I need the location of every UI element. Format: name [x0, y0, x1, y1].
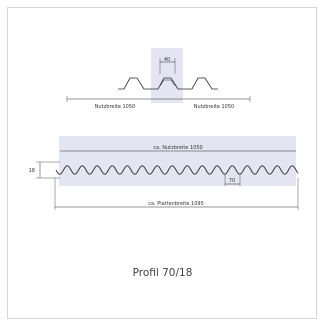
left-useful-width-label: Nutzbreite 1050	[95, 104, 135, 110]
corrugation-profile	[118, 77, 218, 90]
sheet-width-1095-label: ca. Plattenbreite 1095	[148, 201, 204, 207]
useful-width-1050-label: ca. Nutzbreite 1050	[153, 145, 202, 151]
right-useful-width-label: Nutzbreite 1050	[194, 104, 234, 110]
profile-crest-detail	[159, 79, 176, 87]
sheet-highlight-band	[59, 136, 296, 186]
profile-caption: Profil 70/18	[132, 267, 193, 279]
pitch-70-label: 70	[229, 178, 235, 184]
corrugated-sheet-wave	[55, 165, 299, 175]
highlight-strip	[151, 48, 183, 103]
pitch-40-label: 40	[164, 57, 170, 63]
height-18-label: 18	[29, 168, 35, 174]
top-profile-detail: 40 Nutzbreite 1050 Nutzbreite 1050	[66, 48, 251, 110]
sheet-section: ca. Nutzbreite 1050 18 70 ca. Plattenbre…	[29, 136, 299, 210]
